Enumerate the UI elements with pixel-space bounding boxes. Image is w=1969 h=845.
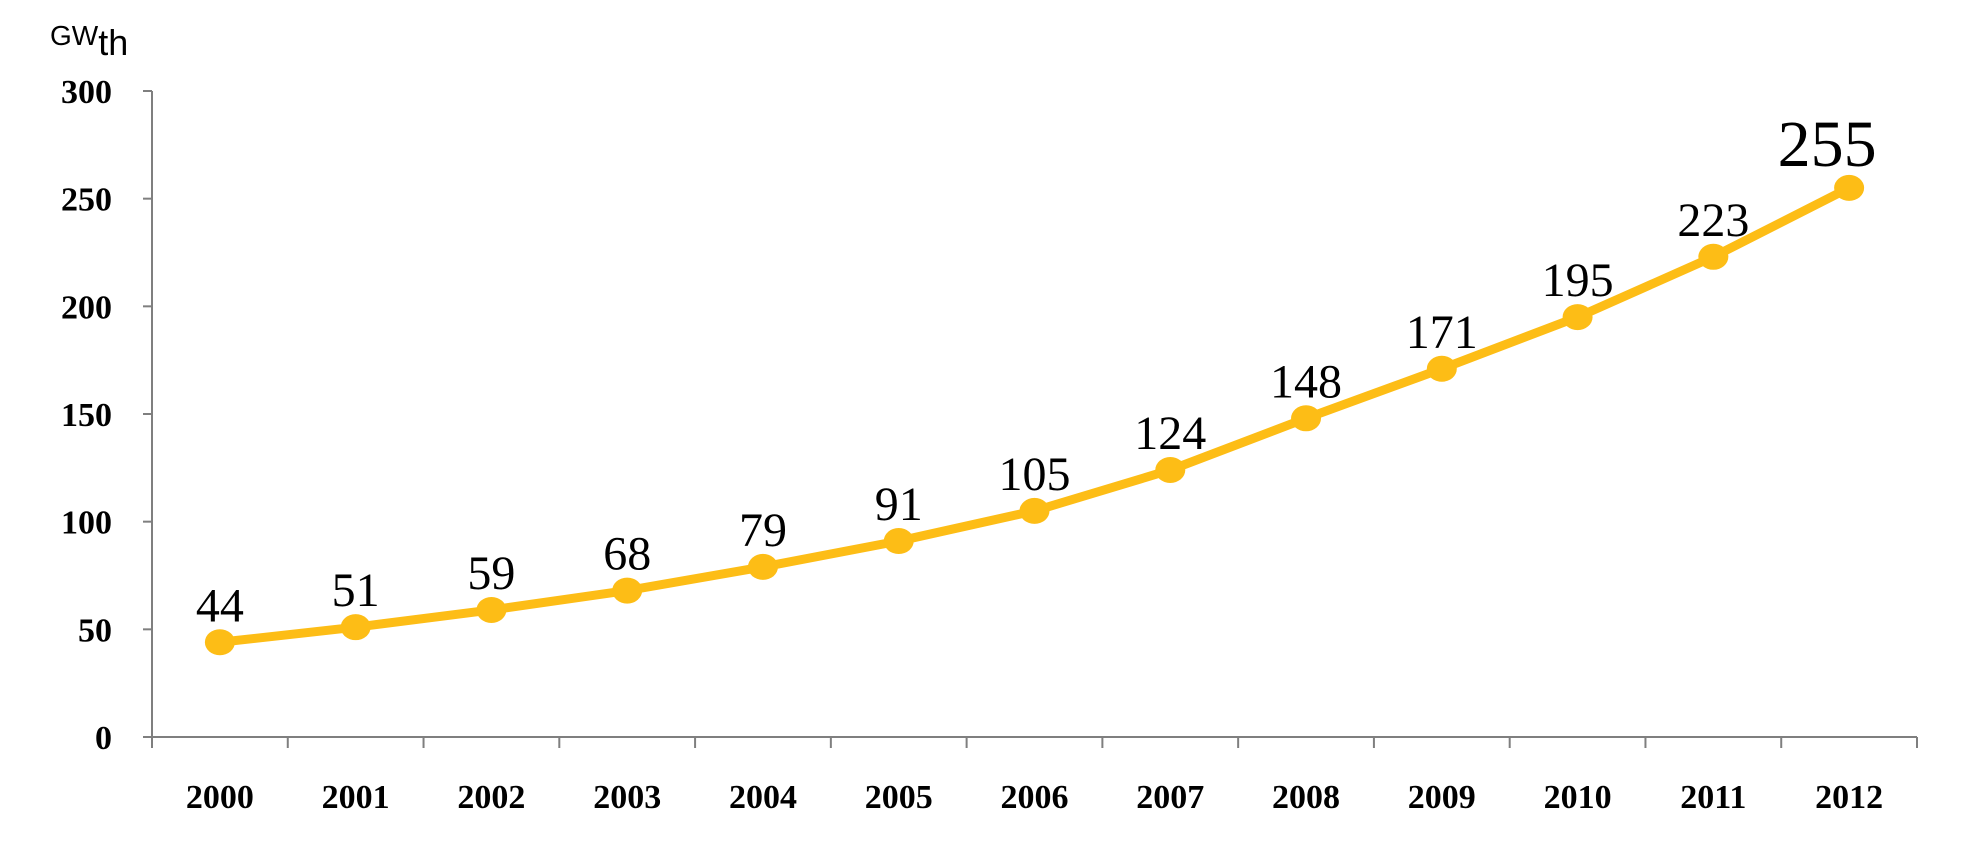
- series-group: [204, 174, 1865, 656]
- data-label: 124: [1134, 407, 1206, 460]
- data-point-marker: [1019, 497, 1050, 524]
- data-label: 51: [332, 564, 380, 617]
- data-point-marker: [747, 553, 778, 580]
- y-tick-label: 200: [61, 289, 112, 326]
- data-label: 171: [1406, 306, 1478, 359]
- data-point-marker: [1698, 243, 1729, 270]
- y-axis: 0 50 100 150 200 250 300: [61, 74, 153, 757]
- data-label: 223: [1677, 194, 1749, 247]
- data-point-marker: [1291, 405, 1322, 432]
- data-point-marker: [1562, 304, 1593, 331]
- x-tick-label: 2003: [593, 779, 661, 816]
- data-label: 59: [467, 547, 515, 600]
- data-point-marker: [340, 614, 371, 641]
- x-tick-label: 2004: [729, 779, 797, 816]
- data-point-marker: [1834, 174, 1865, 201]
- x-tick-label: 2002: [457, 779, 525, 816]
- y-tick-label: 150: [61, 397, 112, 434]
- y-axis-unit-subscript: th: [98, 22, 128, 63]
- y-tick-label: 100: [61, 505, 112, 542]
- data-point-marker: [204, 629, 235, 656]
- data-label: 105: [999, 448, 1071, 501]
- x-axis: 2000 2001 2002 2003 2004 2005 2006 2007 2008 2009…: [151, 736, 1918, 816]
- data-label: 79: [739, 504, 787, 557]
- x-tick-label: 2007: [1136, 779, 1204, 816]
- x-tick-label: 2005: [865, 779, 933, 816]
- data-labels-group: 44 51 59 68 79 91 105 124 148 171 195 223 255: [196, 108, 1877, 632]
- x-tick-label: 2012: [1815, 779, 1883, 816]
- data-label: 195: [1542, 254, 1614, 307]
- x-tick-label: 2009: [1408, 779, 1476, 816]
- y-tick-label: 0: [95, 720, 112, 757]
- y-tick-label: 50: [78, 612, 112, 649]
- x-tick-label: 2008: [1272, 779, 1340, 816]
- data-label: 91: [875, 478, 923, 531]
- data-point-marker: [476, 596, 507, 623]
- x-tick-label: 2000: [186, 779, 254, 816]
- y-axis-unit-label: GWth: [50, 20, 128, 63]
- x-tick-label: 2006: [1001, 779, 1069, 816]
- data-label: 68: [603, 528, 651, 581]
- data-point-marker: [1155, 456, 1186, 483]
- y-tick-label: 300: [61, 74, 112, 111]
- y-axis-unit-main: GW: [50, 20, 99, 51]
- y-tick-label: 250: [61, 182, 112, 219]
- x-tick-label: 2011: [1680, 779, 1746, 816]
- data-point-marker: [1426, 355, 1457, 382]
- x-tick-label: 2001: [322, 779, 390, 816]
- x-tick-label: 2010: [1544, 779, 1612, 816]
- data-label: 148: [1270, 355, 1342, 408]
- data-label: 44: [196, 579, 244, 632]
- data-point-marker: [612, 577, 643, 604]
- data-label: 255: [1778, 108, 1877, 181]
- data-point-marker: [883, 528, 914, 555]
